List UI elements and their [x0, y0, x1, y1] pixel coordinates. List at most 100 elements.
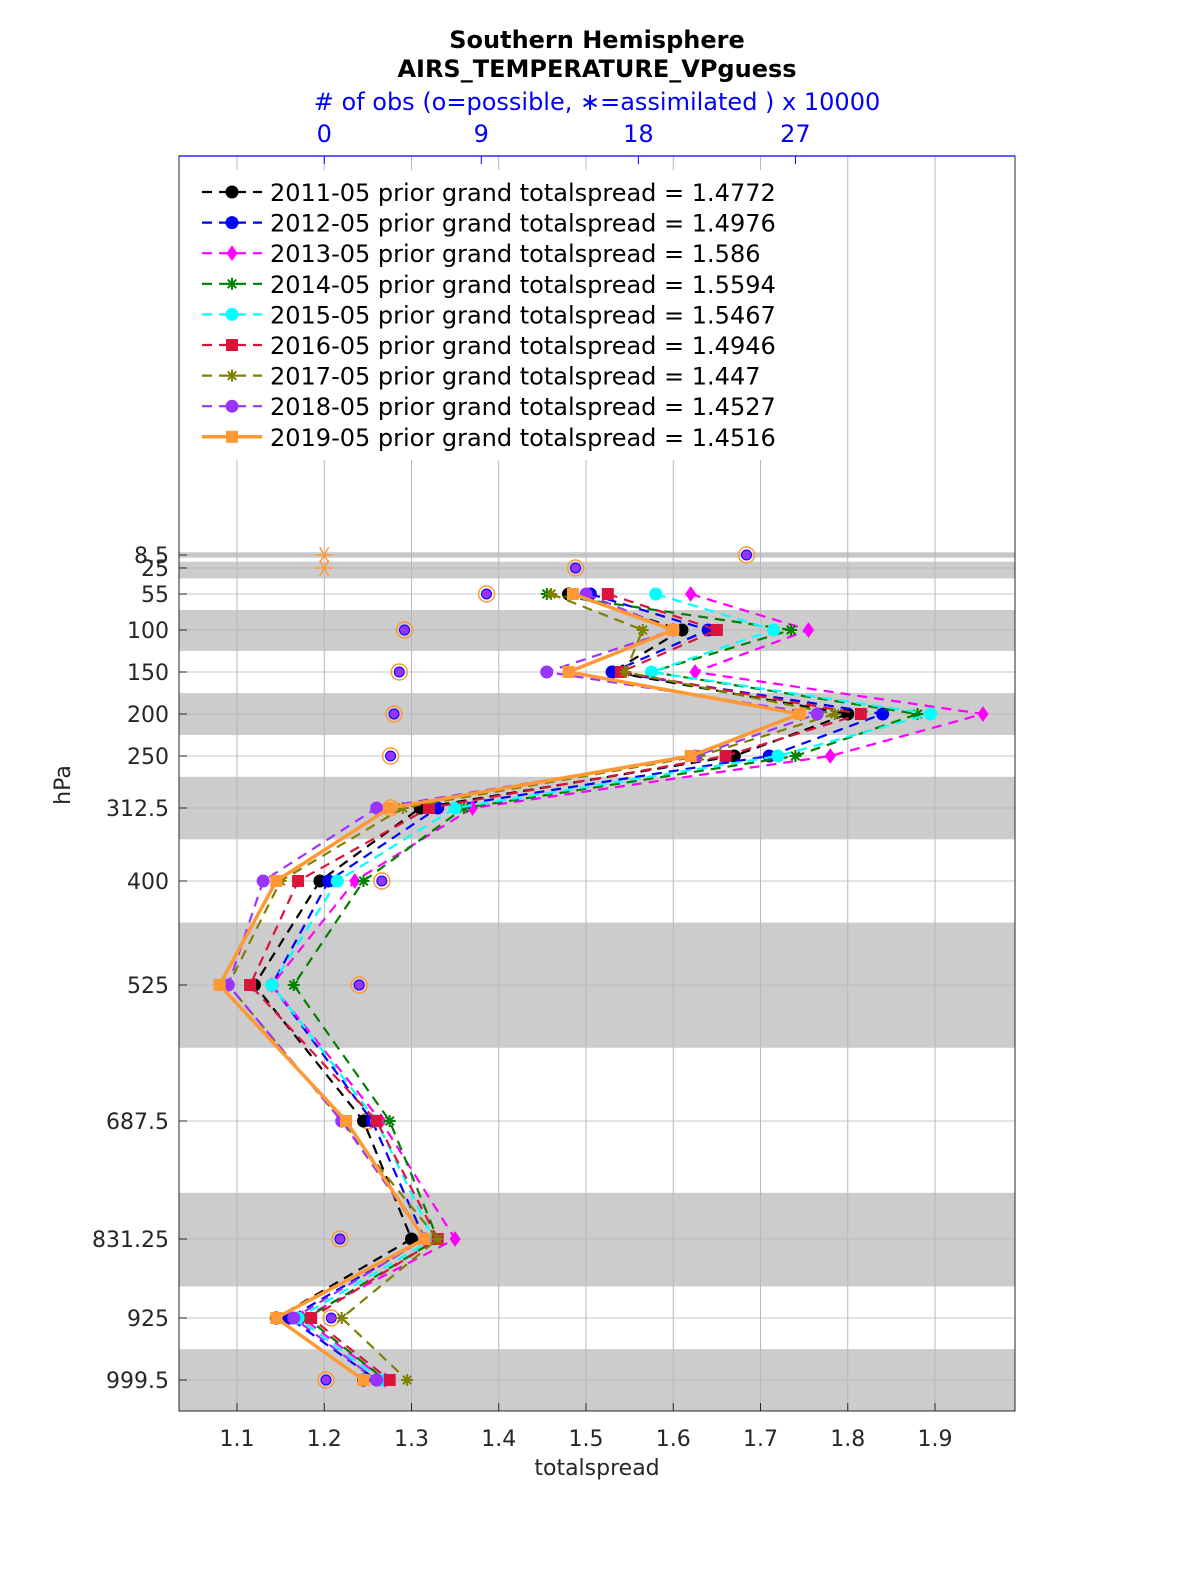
- chart-subtitle: AIRS_TEMPERATURE_VPguess: [397, 55, 796, 83]
- y-tick-label: 55: [141, 583, 169, 608]
- x-tick-label: 1.1: [220, 1427, 255, 1452]
- legend-label: 2011-05 prior grand totalspread = 1.4772: [270, 179, 776, 207]
- data-point: [418, 1233, 431, 1245]
- y-tick-label: 8.5: [134, 544, 169, 569]
- y-tick-label: 312.5: [106, 797, 169, 822]
- x-tick-label: 1.6: [656, 1427, 691, 1452]
- data-point: [785, 624, 798, 636]
- obs-possible-marker: [317, 1371, 335, 1389]
- data-point: [370, 801, 384, 815]
- x-tick-label: 1.9: [918, 1427, 953, 1452]
- data-point: [710, 624, 723, 636]
- data-point-stroke: [384, 1116, 395, 1126]
- x-axis-label: totalspread: [534, 1456, 659, 1481]
- series-line: [227, 592, 818, 1381]
- y-tick-label: 687.5: [106, 1110, 169, 1135]
- legend-marker: [226, 245, 238, 262]
- data-point: [802, 622, 815, 638]
- data-point: [667, 624, 680, 636]
- legend-label: 2016-05 prior grand totalspread = 1.4946: [270, 332, 776, 360]
- x-axis-ticks: 1.1 1.2 1.3 1.4 1.5 1.6 1.7 1.8 1.9: [220, 1403, 953, 1452]
- obs-possible-marker: [737, 546, 756, 564]
- series-line: [270, 592, 931, 1381]
- data-point: [370, 1373, 384, 1387]
- data-point: [383, 802, 396, 814]
- data-point: [771, 749, 785, 763]
- series-line: [253, 592, 852, 1381]
- y-tick-label: 400: [127, 870, 169, 895]
- data-point: [330, 874, 344, 888]
- obs-assimilated-marker: [315, 559, 334, 577]
- shaded-bands: [179, 552, 1015, 1411]
- obs-possible-inner-marker: [320, 1374, 332, 1386]
- data-point-stroke: [432, 1234, 443, 1244]
- legend-label: 2015-05 prior grand totalspread = 1.5467: [270, 301, 776, 329]
- y-tick-label: 925: [127, 1307, 169, 1332]
- data-point: [383, 1374, 396, 1386]
- legend-marker: [226, 430, 238, 443]
- series-line: [226, 592, 836, 1381]
- obs-possible-inner-marker: [481, 588, 493, 600]
- top-axis-ticks: 0 9 18 27: [317, 120, 811, 164]
- obs-possible-marker: [381, 747, 400, 765]
- top-axis-label: # of obs (o=possible, ∗=assimilated ) x …: [314, 88, 880, 116]
- data-point-stroke: [402, 1375, 413, 1385]
- legend-label: 2013-05 prior grand totalspread = 1.586: [270, 240, 760, 268]
- series-line: [217, 592, 807, 1382]
- obs-possible-inner-marker: [385, 750, 397, 762]
- data-point: [449, 1231, 461, 1247]
- obs-possible-inner-marker: [399, 624, 411, 636]
- data-point: [854, 708, 867, 720]
- data-point: [292, 875, 305, 887]
- data-point: [789, 750, 802, 762]
- data-point: [213, 979, 226, 991]
- obs-possible-inner-marker: [376, 875, 388, 887]
- data-point: [357, 1374, 370, 1386]
- legend-marker: [225, 307, 239, 321]
- data-point: [876, 707, 890, 721]
- x-tick-label: 1.4: [481, 1427, 516, 1452]
- data-point: [828, 708, 841, 720]
- data-point: [545, 588, 558, 600]
- series-line: [248, 592, 862, 1381]
- data-point: [349, 873, 361, 889]
- data-point: [719, 750, 732, 762]
- y-tick-label: 100: [127, 619, 169, 644]
- data-point: [566, 588, 579, 600]
- legend: 2011-05 prior grand totalspread = 1.4772…: [192, 170, 812, 460]
- data-point: [265, 978, 279, 992]
- legend-marker-stroke: [227, 278, 237, 289]
- data-point-stroke: [336, 1313, 347, 1323]
- obs-possible-marker: [350, 976, 368, 994]
- y-tick-label: 250: [127, 745, 169, 770]
- legend-marker: [225, 185, 239, 199]
- data-point: [824, 748, 836, 764]
- data-point: [305, 1312, 318, 1324]
- obs-possible-inner-marker: [570, 562, 582, 574]
- data-point: [924, 707, 938, 721]
- legend-box: [192, 170, 812, 460]
- data-point: [357, 875, 370, 887]
- obs-assimilated-stroke: [319, 559, 330, 577]
- data-point: [270, 1312, 283, 1324]
- data-point-stroke: [358, 876, 369, 886]
- data-point: [977, 706, 989, 722]
- obs-possible-inner-marker: [325, 1312, 337, 1324]
- data-point: [270, 875, 283, 887]
- y-tick-label: 25: [141, 557, 169, 582]
- obs-assimilated-marker: [315, 546, 334, 564]
- top-tick-label: 18: [623, 120, 654, 148]
- legend-label: 2017-05 prior grand totalspread = 1.447: [270, 363, 760, 391]
- y-tick-label: 831.25: [92, 1228, 169, 1253]
- data-point: [287, 1311, 301, 1325]
- data-point: [649, 587, 663, 601]
- legend-marker: [226, 277, 238, 290]
- legend-marker: [226, 369, 238, 382]
- x-tick-label: 1.2: [307, 1427, 342, 1452]
- obs-possible-marker: [390, 663, 409, 681]
- shaded-band: [179, 610, 1015, 651]
- data-point: [767, 623, 781, 637]
- legend-marker: [225, 399, 239, 413]
- obs-possible-inner-marker: [393, 666, 405, 678]
- data-point: [540, 665, 554, 679]
